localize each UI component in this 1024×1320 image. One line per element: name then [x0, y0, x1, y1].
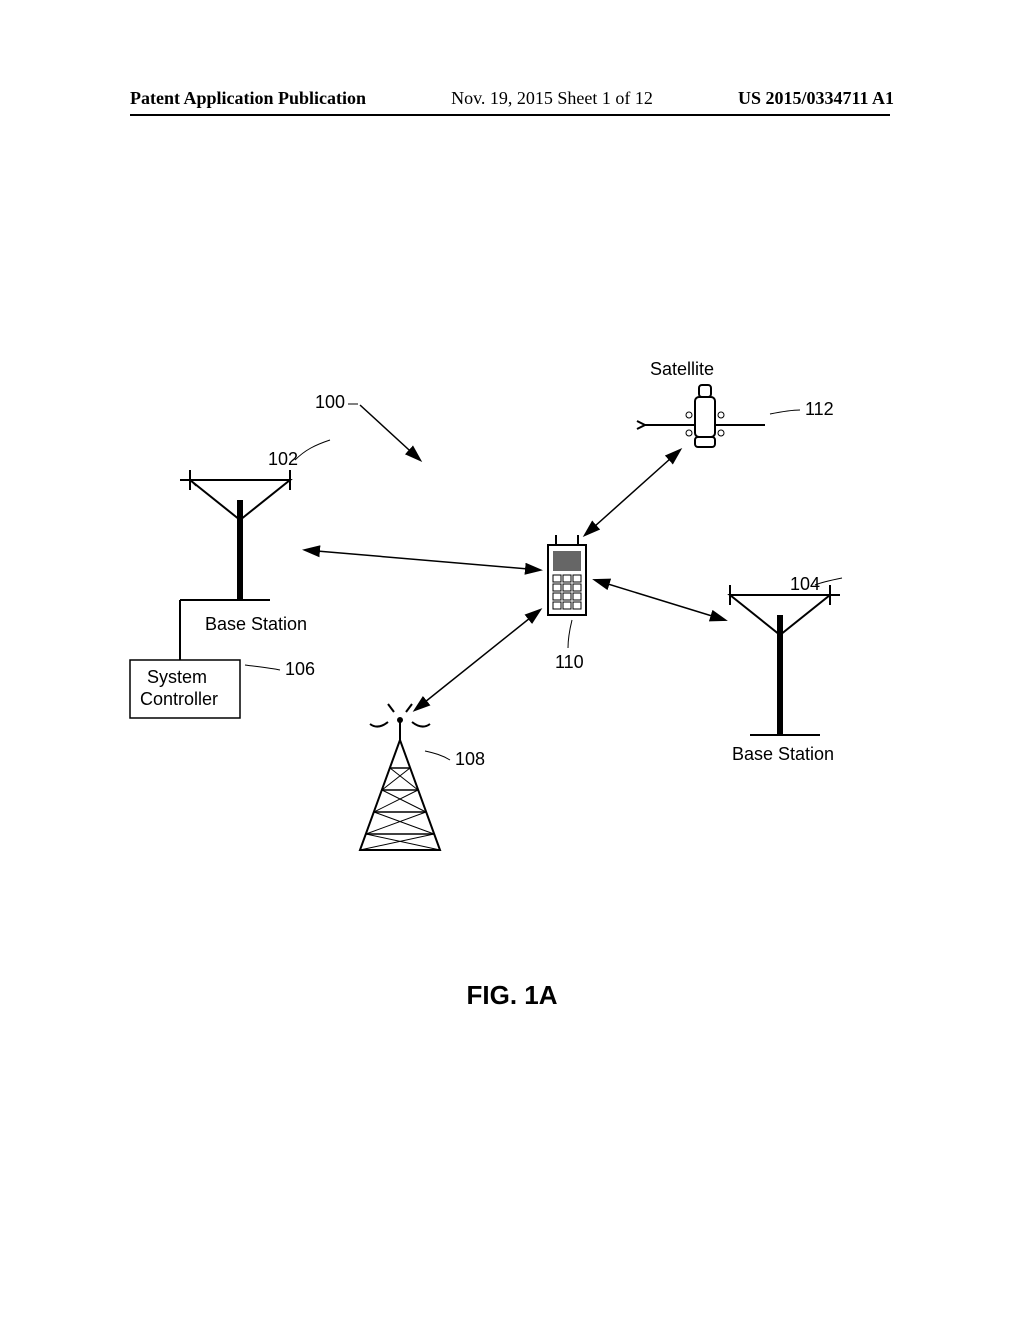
header-right: US 2015/0334711 A1: [738, 88, 894, 109]
base-station-left-icon: [180, 470, 290, 600]
header-mid: Nov. 19, 2015 Sheet 1 of 12: [451, 88, 653, 109]
figure-svg: Base Station 102 System Controller 106: [120, 360, 900, 980]
page-header: Patent Application Publication Nov. 19, …: [0, 88, 1024, 109]
ref-102: 102: [268, 449, 298, 469]
system-controller-label-2: Controller: [140, 689, 218, 709]
header-left: Patent Application Publication: [130, 88, 366, 109]
ref-108: 108: [455, 749, 485, 769]
base-station-left-label: Base Station: [205, 614, 307, 634]
system-controller-box: System Controller: [130, 660, 240, 718]
mobile-device-icon: [548, 535, 586, 615]
base-station-right-icon: [730, 585, 840, 735]
base-station-right-label: Base Station: [732, 744, 834, 764]
ref-110: 110: [555, 652, 584, 672]
header-rule: [130, 114, 890, 116]
ref-104: 104: [790, 574, 820, 594]
system-controller-label-1: System: [147, 667, 207, 687]
ref-106: 106: [285, 659, 315, 679]
ref-112: 112: [805, 399, 834, 419]
ref-100: 100: [315, 392, 345, 412]
figure-1a: Base Station 102 System Controller 106: [120, 360, 900, 980]
satellite-label: Satellite: [650, 360, 714, 379]
figure-caption: FIG. 1A: [0, 980, 1024, 1011]
broadcast-tower-icon: [360, 704, 440, 850]
satellite-icon: [637, 385, 765, 447]
